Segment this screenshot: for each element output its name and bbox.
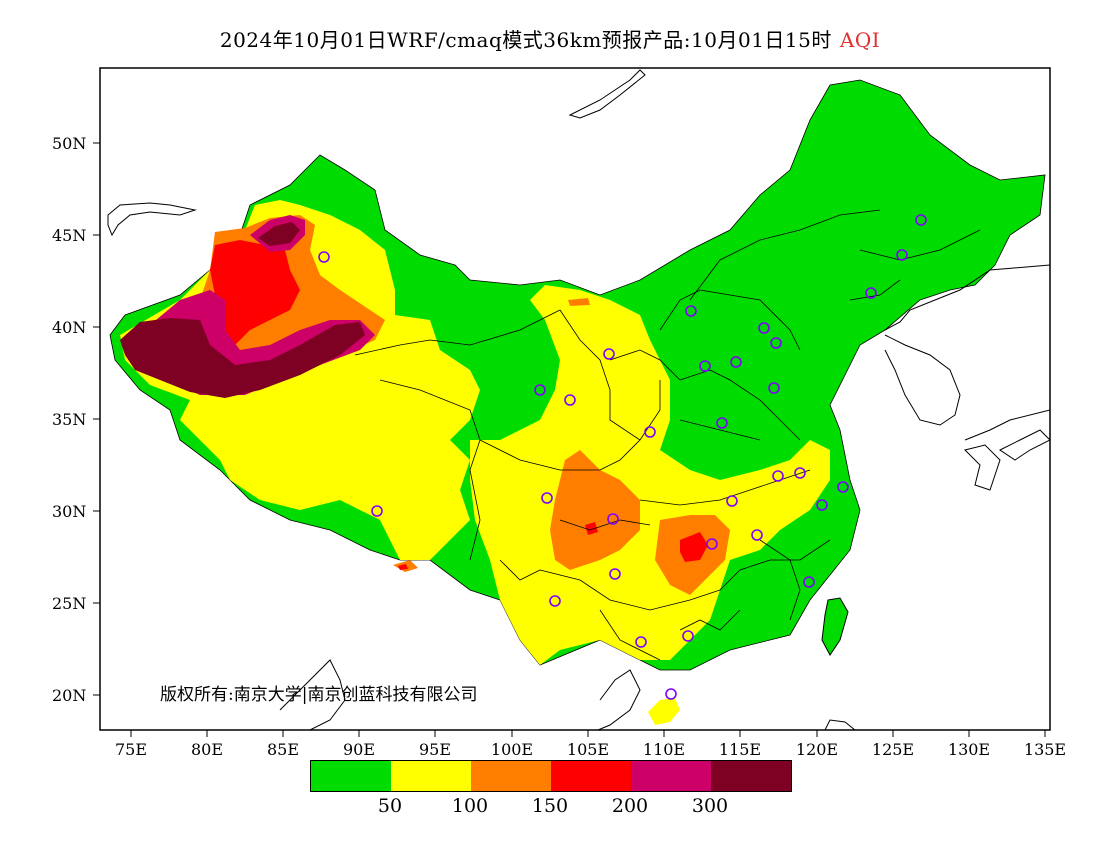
lat-label-40n: 40N <box>52 318 87 337</box>
station-marker <box>730 356 742 368</box>
station-marker <box>770 337 782 349</box>
station-marker <box>644 426 656 438</box>
title-variable: AQI <box>839 28 881 52</box>
station-marker <box>603 348 615 360</box>
lon-label-100e: 100E <box>490 740 534 759</box>
legend-swatch-50-100 <box>391 761 471 791</box>
lat-ticks <box>93 142 100 696</box>
station-marker <box>768 382 780 394</box>
lon-label-125e: 125E <box>871 740 915 759</box>
station-marker <box>758 322 770 334</box>
legend-tick-100: 100 <box>451 795 489 817</box>
legend-swatch-150-200 <box>551 761 631 791</box>
station-marker <box>318 251 330 263</box>
lon-label-135e: 135E <box>1023 740 1067 759</box>
station-marker <box>837 481 849 493</box>
station-marker <box>534 384 546 396</box>
station-marker <box>541 492 553 504</box>
lat-label-50n: 50N <box>52 134 87 153</box>
station-marker <box>865 287 877 299</box>
aqi-region-yellow-central <box>470 285 830 665</box>
station-marker <box>699 360 711 372</box>
station-marker <box>816 499 828 511</box>
lon-label-120e: 120E <box>795 740 839 759</box>
lon-label-90e: 90E <box>342 740 376 759</box>
lon-label-115e: 115E <box>718 740 762 759</box>
station-marker <box>685 305 697 317</box>
province-boundaries <box>354 209 981 661</box>
station-marker <box>609 568 621 580</box>
station-marker <box>751 529 763 541</box>
lon-label-110e: 110E <box>642 740 686 759</box>
copyright-text: 版权所有:南京大学|南京创蓝科技有限公司 <box>160 685 478 705</box>
station-marker <box>915 214 927 226</box>
station-marker <box>896 249 908 261</box>
title-main: 2024年10月01日WRF/cmaq模式36km预报产品:10月01日15时 <box>219 28 832 52</box>
lon-ticks <box>130 730 1046 737</box>
station-marker <box>726 495 738 507</box>
map-area <box>100 68 1050 730</box>
station-marker <box>803 576 815 588</box>
station-marker <box>706 538 718 550</box>
lon-label-75e: 75E <box>114 740 148 759</box>
lat-label-20n: 20N <box>52 686 87 705</box>
station-marker <box>665 688 677 700</box>
station-marker <box>371 505 383 517</box>
aqi-region-red-west <box>205 240 300 365</box>
lat-label-35n: 35N <box>52 410 87 429</box>
aqi-region-orange-gansu <box>568 298 590 306</box>
lon-label-95e: 95E <box>418 740 452 759</box>
lat-label-25n: 25N <box>52 594 87 613</box>
station-marker <box>682 630 694 642</box>
station-marker <box>635 636 647 648</box>
aqi-region-maroon-north <box>258 222 300 246</box>
legend-tick-200: 200 <box>611 795 649 817</box>
legend-swatch-200-300 <box>631 761 711 791</box>
aqi-region-red-tibet <box>398 564 408 570</box>
lon-label-130e: 130E <box>947 740 991 759</box>
color-legend <box>310 760 792 792</box>
coastlines <box>107 69 1050 730</box>
station-marker <box>772 470 784 482</box>
legend-tick-150: 150 <box>531 795 569 817</box>
aqi-region-maroon-west <box>120 318 365 398</box>
aqi-region-yellow-hainan <box>648 698 680 725</box>
station-markers <box>318 214 927 700</box>
aqi-region-orange-sichuan <box>550 450 640 570</box>
station-marker <box>716 417 728 429</box>
station-marker <box>607 513 619 525</box>
lon-label-105e: 105E <box>566 740 610 759</box>
lon-label-85e: 85E <box>266 740 300 759</box>
station-marker <box>549 595 561 607</box>
station-marker <box>564 394 576 406</box>
legend-swatch-0-50 <box>311 761 391 791</box>
legend-swatch-100-150 <box>471 761 551 791</box>
lat-label-30n: 30N <box>52 502 87 521</box>
map-frame <box>99 67 1051 731</box>
aqi-region-red-sichuan <box>585 522 598 535</box>
legend-swatch-300-plus <box>711 761 791 791</box>
aqi-region-red-hunan <box>680 532 708 562</box>
station-marker <box>794 467 806 479</box>
map-title: 2024年10月01日WRF/cmaq模式36km预报产品:10月01日15时 A… <box>0 24 1100 53</box>
lon-label-80e: 80E <box>190 740 224 759</box>
lat-label-45n: 45N <box>52 226 87 245</box>
legend-tick-300: 300 <box>691 795 729 817</box>
legend-tick-50: 50 <box>377 795 403 817</box>
